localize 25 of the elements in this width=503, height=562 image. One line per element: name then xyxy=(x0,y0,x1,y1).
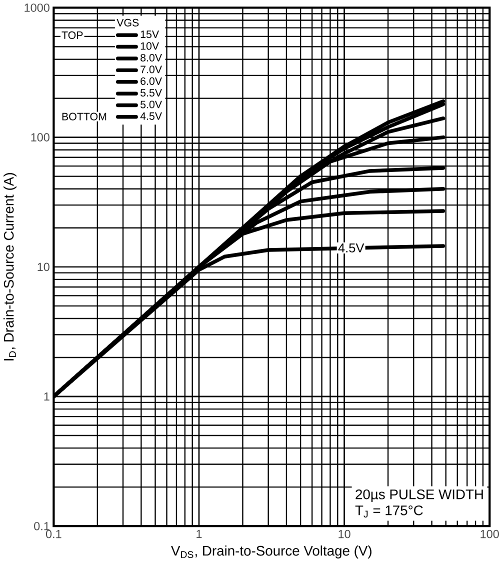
annotation: T$_{J}$ = 175°C xyxy=(355,505,423,518)
y-tick-label: 100 xyxy=(31,133,50,142)
legend-label: 6.0V xyxy=(140,77,162,85)
y-tick-label: 10 xyxy=(38,262,50,272)
x-tick-label: 100 xyxy=(480,530,499,538)
y-axis-title: I$_{D}$, Drain-to-Source Current (A) xyxy=(4,173,16,360)
x-tick-label: 10 xyxy=(338,530,350,538)
y-tick-label: 0.1 xyxy=(34,522,50,530)
legend-title: VGS xyxy=(116,18,139,26)
legend-label: 5.0V xyxy=(140,100,162,108)
x-tick-label: 0.1 xyxy=(46,530,62,538)
x-axis-title: V$_{DS}$, Drain-to-Source Voltage (V) xyxy=(171,546,372,558)
annotation: BOTTOM xyxy=(62,112,106,120)
legend-label: 10V xyxy=(140,42,160,50)
y-tick-label: 1000 xyxy=(24,4,50,12)
legend-label: 8.0V xyxy=(140,54,162,62)
legend-label: 4.5V xyxy=(140,112,162,120)
legend-label: 15V xyxy=(140,30,160,38)
legend-label: 7.0V xyxy=(140,66,162,74)
y-tick-label: 1 xyxy=(44,392,50,401)
annotation: 4.5V xyxy=(338,244,364,252)
x-tick-label: 1 xyxy=(196,530,202,538)
annotation: 20µs PULSE WIDTH xyxy=(356,489,483,502)
annotation: TOP xyxy=(62,31,83,39)
legend-label: 5.5V xyxy=(140,89,162,97)
